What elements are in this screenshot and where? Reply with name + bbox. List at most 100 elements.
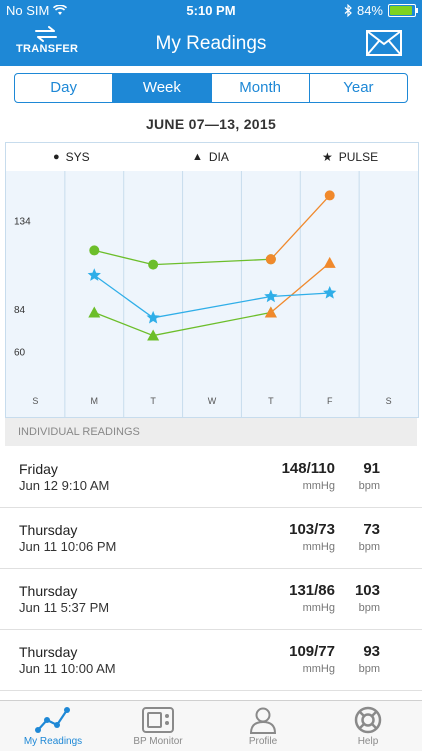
x-tick-label: T [150, 396, 156, 406]
x-tick-label: S [32, 396, 38, 406]
y-tick-label: 134 [14, 216, 31, 227]
reading-bp: 109/77 [289, 643, 335, 660]
person-icon [249, 707, 277, 734]
legend-pulse: ★ PULSE [322, 150, 378, 164]
pulse-point [146, 310, 160, 324]
reading-pulse-unit: bpm [358, 480, 380, 492]
reading-pulse-unit: bpm [358, 663, 380, 675]
reading-row[interactable]: Thursday Jun 11 10:00 AM 109/77 mmHg 93 … [0, 630, 422, 691]
reading-day: Thursday [19, 583, 78, 599]
reading-bp-unit: mmHg [302, 480, 335, 492]
bluetooth-icon [344, 4, 352, 17]
x-tick-label: M [91, 396, 99, 406]
star-icon: ★ [322, 150, 333, 164]
transfer-arrows-icon [35, 26, 57, 42]
section-header: INDIVIDUAL READINGS [5, 418, 417, 446]
reading-pulse: 103 [354, 582, 380, 599]
section-header-label: INDIVIDUAL READINGS [18, 426, 140, 438]
x-tick-label: T [268, 396, 274, 406]
pulse-point [264, 289, 278, 303]
transfer-label: TRANSFER [16, 43, 79, 55]
envelope-icon [366, 30, 402, 56]
reading-bp-unit: mmHg [302, 541, 335, 553]
reading-pulse-unit: bpm [358, 602, 380, 614]
reading-pulse: 73 [363, 521, 380, 538]
reading-row[interactable]: Thursday Jun 11 10:06 PM 103/73 mmHg 73 … [0, 508, 422, 569]
tab-my-readings[interactable]: My Readings [3, 701, 103, 751]
tab-help[interactable]: Help [318, 701, 418, 751]
circle-icon: ● [53, 151, 60, 163]
x-tick-label: W [208, 396, 217, 406]
dia-point [323, 256, 336, 268]
tab-profile[interactable]: Profile [213, 701, 313, 751]
segment-year[interactable]: Year [308, 74, 407, 102]
transfer-button[interactable]: TRANSFER [16, 24, 79, 64]
wifi-icon [53, 5, 68, 15]
date-range: JUNE 07—13, 2015 [145, 116, 277, 132]
y-tick-label: 84 [14, 305, 26, 316]
page-title: My Readings [155, 33, 267, 54]
series-line-dia [270, 262, 331, 313]
reading-bp-unit: mmHg [302, 602, 335, 614]
reading-bp-unit: mmHg [302, 663, 335, 675]
pulse-point [87, 268, 101, 281]
x-tick-label: S [386, 396, 392, 406]
chart-line-icon [35, 707, 70, 733]
legend-sys: ● SYS [53, 150, 90, 164]
period-segmented-control: Day Week Month Year [14, 73, 408, 103]
segment-day[interactable]: Day [50, 79, 77, 96]
sys-point [148, 259, 159, 270]
legend-pulse-label: PULSE [338, 150, 379, 164]
sys-point [324, 190, 335, 201]
segment-week[interactable]: Week [112, 74, 211, 102]
reading-day: Friday [19, 461, 58, 477]
reading-datetime: Jun 11 10:00 AM [19, 661, 116, 676]
reading-row[interactable]: Friday Jun 12 9:10 AM 148/110 mmHg 91 bp… [0, 447, 422, 508]
segment-month[interactable]: Month [210, 74, 309, 102]
reading-bp: 103/73 [289, 521, 335, 538]
reading-row[interactable]: Thursday Jun 11 5:37 PM 131/86 mmHg 103 … [0, 569, 422, 630]
tab-profile-label: Profile [248, 736, 278, 747]
monitor-device-icon [142, 707, 174, 733]
sys-point [89, 245, 100, 256]
chart-legend: ● SYS ▲ DIA ★ PULSE [5, 142, 419, 173]
sys-point [265, 254, 276, 265]
readings-chart: S M T W T F S 60 84 134 [5, 171, 419, 418]
legend-dia-label: DIA [208, 150, 229, 164]
legend-dia: ▲ DIA [192, 150, 229, 164]
reading-pulse: 93 [363, 643, 380, 660]
tab-my-readings-label: My Readings [23, 736, 83, 747]
reading-bp: 131/86 [289, 582, 335, 599]
battery-icon [388, 4, 418, 17]
navigation-bar: TRANSFER My Readings [0, 22, 422, 66]
triangle-icon: ▲ [192, 151, 203, 163]
dia-point [264, 306, 277, 318]
reading-pulse-unit: bpm [358, 541, 380, 553]
reading-datetime: Jun 11 10:06 PM [19, 539, 117, 554]
reading-day: Thursday [19, 522, 78, 538]
y-tick-label: 60 [14, 348, 26, 359]
dia-point [88, 306, 101, 318]
lifebuoy-icon [354, 706, 382, 734]
tab-bar: My Readings BP Monitor Profile Help [0, 700, 422, 751]
reading-day: Thursday [19, 644, 78, 660]
series-line-pulse [93, 274, 330, 319]
pulse-point [323, 285, 337, 299]
tab-bp-monitor[interactable]: BP Monitor [108, 701, 208, 751]
clock: 5:10 PM [186, 3, 236, 18]
series-line-sys [270, 194, 331, 260]
carrier: No SIM [6, 3, 68, 18]
email-button[interactable] [366, 30, 402, 61]
status-right: 84% [344, 3, 418, 18]
reading-datetime: Jun 11 5:37 PM [19, 600, 110, 615]
tab-bp-monitor-label: BP Monitor [133, 736, 183, 747]
status-bar: No SIM 5:10 PM 84% [0, 0, 422, 22]
reading-bp: 148/110 [281, 460, 335, 477]
carrier-label: No SIM [6, 3, 50, 18]
legend-sys-label: SYS [65, 150, 90, 164]
tab-help-label: Help [357, 736, 379, 747]
battery-percent: 84% [356, 3, 383, 18]
x-tick-label: F [327, 396, 333, 406]
reading-datetime: Jun 12 9:10 AM [19, 478, 110, 493]
chart-svg: S M T W T F S 60 84 134 [14, 171, 392, 417]
